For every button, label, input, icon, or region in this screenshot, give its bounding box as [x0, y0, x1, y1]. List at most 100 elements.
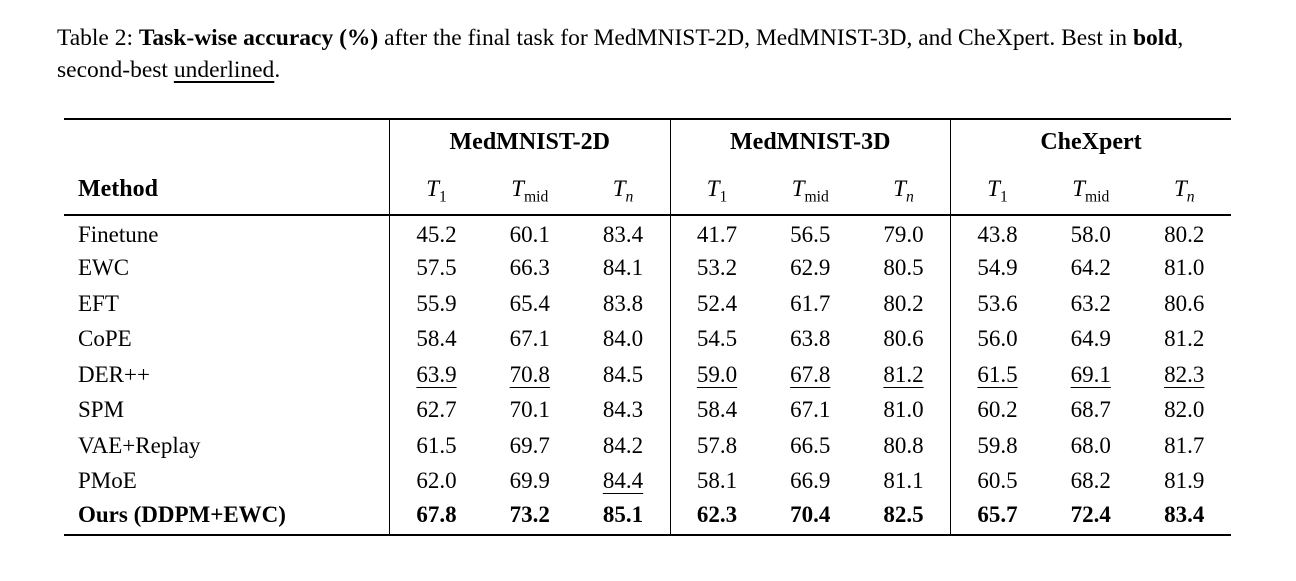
col-header-T-1: T1: [669, 164, 764, 216]
value-cell: 59.8: [950, 428, 1044, 464]
value-cell: 67.1: [509, 326, 550, 352]
table-row: CoPE 58.4 67.1 84.0 54.5 63.8 80.6 56.0 64.9 81.2: [64, 321, 1231, 357]
value-cell: 56.5: [790, 222, 831, 248]
value-cell: 82.5: [883, 501, 924, 527]
value-cell: 43.8: [950, 215, 1044, 251]
value-cell: 62.7: [389, 392, 483, 428]
value-cell: 68.2: [1070, 468, 1111, 494]
col-header-T-mid: Tmid: [763, 164, 857, 216]
value-cell: 67.1: [790, 397, 831, 423]
method-cell: CoPE: [78, 326, 132, 352]
col-header-T-1: T1: [950, 164, 1044, 216]
value-cell: 84.2: [602, 432, 644, 458]
math-subscript: mid: [523, 188, 549, 206]
math-symbol: T: [1173, 176, 1187, 201]
group-header-row: MedMNIST-2D MedMNIST-3D CheXpert: [64, 119, 1231, 164]
group-header-medmnist-3d: MedMNIST-3D: [669, 119, 951, 164]
value-cell: 81.1: [883, 468, 924, 494]
value-cell: 63.2: [1070, 290, 1111, 316]
math-subscript: mid: [804, 188, 829, 206]
value-cell: 62.9: [790, 255, 831, 281]
caption-segment: after the final task for MedMNIST-2D, Me…: [378, 25, 1133, 51]
method-cell: Finetune: [78, 222, 159, 248]
value-cell: 61.5: [950, 357, 1044, 393]
value-cell: 62.3: [669, 499, 764, 535]
value-cell: 84.0: [602, 326, 644, 352]
value-cell: 81.0: [883, 397, 924, 423]
table-row: EWC 57.5 66.3 84.1 53.2 62.9 80.5 54.9 64.2 81.0: [64, 250, 1231, 286]
results-table: MedMNIST-2D MedMNIST-3D CheXpert Method …: [64, 118, 1231, 536]
math-subscript: 1: [719, 188, 728, 206]
caption-segment: underlined: [173, 57, 275, 84]
value-cell: 70.4: [790, 501, 831, 527]
value-cell: 60.5: [950, 463, 1044, 499]
value-cell: 58.0: [1070, 222, 1111, 248]
value-cell: 45.2: [389, 215, 483, 251]
value-cell: 80.5: [883, 255, 924, 281]
value-cell: 54.9: [950, 250, 1044, 286]
value-cell: 83.8: [602, 290, 644, 316]
table-row: PMoE 62.0 69.9 84.4 58.1 66.9 81.1 60.5 68.2 81.9: [64, 463, 1231, 499]
math-subscript: n: [905, 188, 914, 206]
caption-segment: Task-wise accuracy (%): [138, 25, 379, 51]
value-cell: 66.5: [790, 432, 831, 458]
value-cell: 61.5: [389, 428, 483, 464]
math-subscript: mid: [1084, 188, 1110, 206]
value-cell: 64.2: [1070, 255, 1111, 281]
value-cell: 80.6: [883, 326, 924, 352]
math-symbol: T: [1072, 176, 1085, 201]
value-cell: 57.5: [389, 250, 483, 286]
value-cell: 80.2: [1164, 222, 1205, 248]
caption-segment: bold: [1132, 25, 1178, 51]
column-header-row: Method T1 Tmid Tn T1 Tmid Tn T1 Tmid Tn: [64, 164, 1231, 216]
value-cell: 73.2: [509, 501, 550, 527]
method-cell: DER++: [78, 361, 150, 387]
value-cell: 84.1: [602, 255, 644, 281]
value-cell: 64.9: [1070, 326, 1111, 352]
math-subscript: 1: [438, 188, 447, 206]
value-cell: 72.4: [1070, 501, 1111, 527]
value-cell: 57.8: [669, 428, 764, 464]
table-head: MedMNIST-2D MedMNIST-3D CheXpert Method …: [64, 119, 1231, 216]
group-header-empty: [64, 119, 390, 164]
value-cell: 69.7: [509, 432, 550, 458]
value-cell: 84.4: [602, 468, 644, 494]
col-header-T-n: Tn: [857, 164, 951, 216]
method-cell: EFT: [78, 290, 119, 316]
value-cell: 58.4: [389, 321, 483, 357]
value-cell: 81.7: [1164, 432, 1205, 458]
value-cell: 82.0: [1164, 397, 1205, 423]
value-cell: 80.6: [1164, 290, 1205, 316]
value-cell: 63.8: [790, 326, 831, 352]
col-header-T-mid: Tmid: [483, 164, 577, 216]
value-cell: 81.9: [1164, 468, 1205, 494]
method-column-header: Method: [64, 164, 390, 216]
value-cell: 41.7: [669, 215, 764, 251]
value-cell: 80.2: [883, 290, 924, 316]
table-row: Ours (DDPM+EWC) 67.8 73.2 85.1 62.3 70.4 82.5 6…: [64, 499, 1231, 535]
value-cell: 70.8: [509, 361, 550, 387]
value-cell: 69.1: [1070, 361, 1111, 387]
table-row: EFT 55.9 65.4 83.8 52.4 61.7 80.2 53.6 63.2 80.6: [64, 286, 1231, 322]
col-header-T-n: Tn: [576, 164, 670, 216]
value-cell: 56.0: [950, 321, 1044, 357]
value-cell: 68.0: [1070, 432, 1111, 458]
value-cell: 52.4: [669, 286, 764, 322]
value-cell: 65.4: [509, 290, 550, 316]
col-header-T-1: T1: [389, 164, 483, 216]
value-cell: 66.9: [790, 468, 831, 494]
caption-segment: , second-best: [57, 25, 1184, 84]
value-cell: 79.0: [883, 222, 924, 248]
value-cell: 59.0: [669, 357, 764, 393]
value-cell: 60.2: [950, 392, 1044, 428]
value-cell: 84.5: [602, 361, 644, 387]
value-cell: 68.7: [1070, 397, 1111, 423]
caption-segment: Table 2:: [57, 25, 139, 51]
group-header-medmnist-2d: MedMNIST-2D: [389, 119, 670, 164]
value-cell: 54.5: [669, 321, 764, 357]
math-symbol: T: [893, 176, 906, 201]
col-header-T-n: Tn: [1137, 164, 1231, 216]
caption-segment: .: [274, 57, 281, 84]
value-cell: 58.4: [669, 392, 764, 428]
